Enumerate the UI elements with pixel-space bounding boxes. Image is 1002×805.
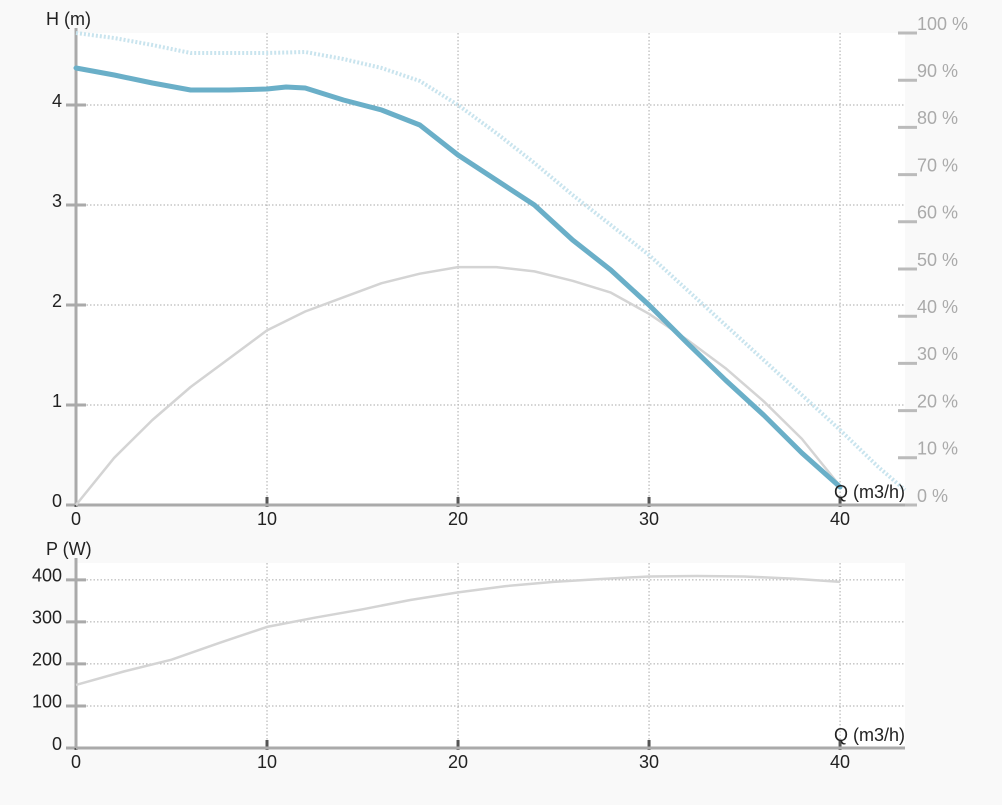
y2-tick-label: 0 % [917,486,948,506]
x-tick-label: 40 [830,752,850,772]
x-axis-label: Q (m3/h) [834,725,905,745]
x-tick-label: 0 [71,752,81,772]
x-tick-label: 30 [639,509,659,529]
y2-tick-label: 10 % [917,439,958,459]
y-tick-label: 200 [32,650,62,670]
series-line [75,574,841,687]
y-tick-label: 2 [52,291,62,311]
x-tick-label: 10 [257,752,277,772]
series-line [73,65,843,490]
y-tick-label: 3 [52,191,62,211]
y2-tick-label: 80 % [917,108,958,128]
y-tick-label: 100 [32,692,62,712]
y-tick-label: 0 [52,734,62,754]
x-tick-label: 10 [257,509,277,529]
x-tick-label: 20 [448,509,468,529]
plot-area [76,563,905,748]
x-tick-label: 20 [448,752,468,772]
plot-area [76,33,905,505]
y-axis-label: H (m) [46,9,91,29]
x-tick-label: 30 [639,752,659,772]
y2-tick-label: 30 % [917,344,958,364]
y-axis-label: P (W) [46,539,92,559]
x-tick-label: 0 [71,509,81,529]
y2-tick-label: 50 % [917,250,958,270]
series-line [75,31,907,492]
y2-tick-label: 90 % [917,61,958,81]
y2-tick-label: 20 % [917,391,958,411]
y-tick-label: 300 [32,608,62,628]
x-axis-label: Q (m3/h) [834,482,905,502]
y2-tick-label: 70 % [917,155,958,175]
y-tick-label: 400 [32,566,62,586]
x-tick-label: 40 [830,509,850,529]
y2-tick-label: 60 % [917,203,958,223]
y-tick-label: 4 [52,91,62,111]
series-line [75,265,842,506]
y2-tick-label: 40 % [917,297,958,317]
y2-tick-label: 100 % [917,14,968,34]
y-tick-label: 0 [52,491,62,511]
y-tick-label: 1 [52,391,62,411]
